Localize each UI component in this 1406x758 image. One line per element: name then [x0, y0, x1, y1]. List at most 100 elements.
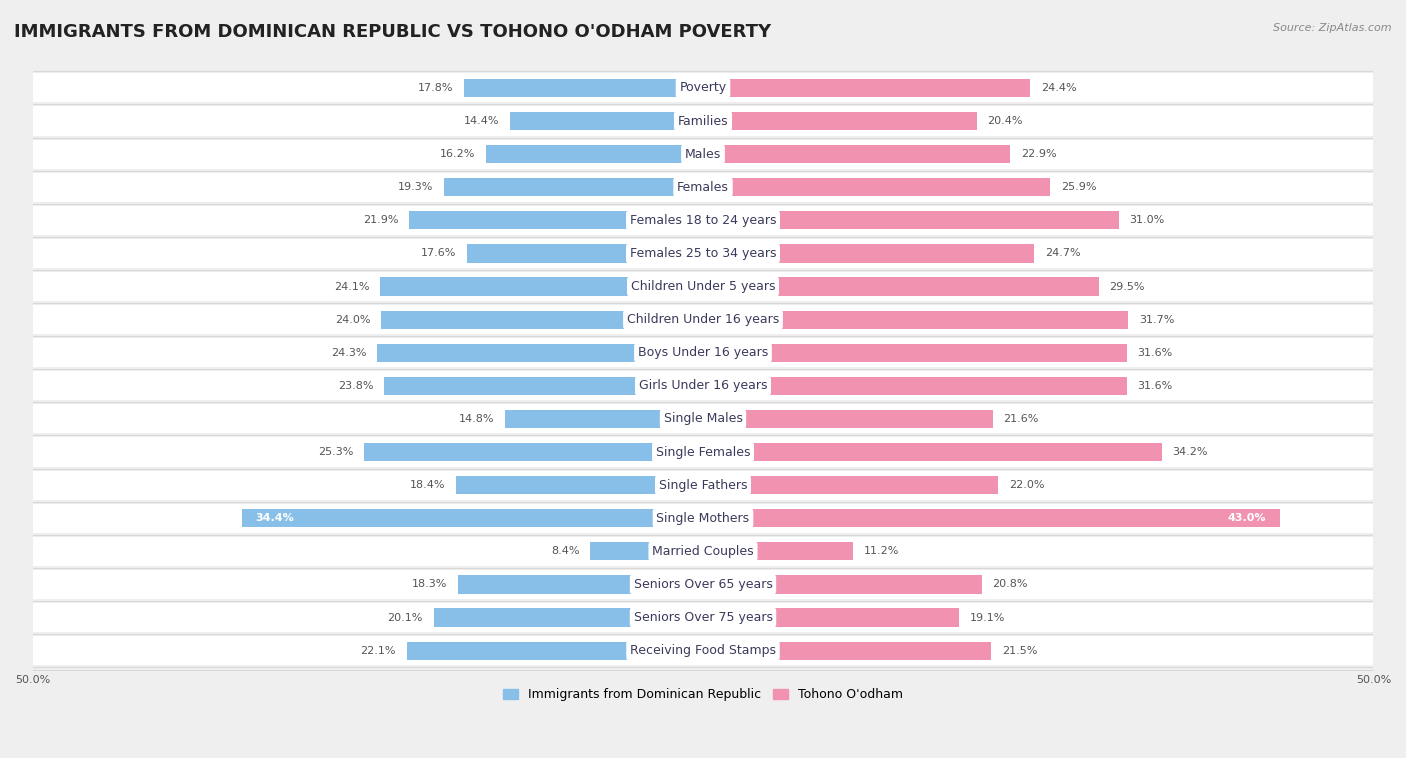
Bar — [32, 173, 1374, 202]
Text: 14.4%: 14.4% — [464, 116, 499, 126]
Text: Single Males: Single Males — [664, 412, 742, 425]
Bar — [32, 371, 1374, 400]
Text: 34.4%: 34.4% — [256, 513, 294, 523]
Text: Children Under 5 years: Children Under 5 years — [631, 280, 775, 293]
Bar — [457, 575, 703, 594]
Text: 20.4%: 20.4% — [987, 116, 1022, 126]
Text: 21.6%: 21.6% — [1004, 414, 1039, 424]
Text: Males: Males — [685, 148, 721, 161]
Bar — [32, 603, 1374, 632]
Text: 22.1%: 22.1% — [360, 646, 396, 656]
Text: 31.6%: 31.6% — [1137, 381, 1173, 391]
Bar — [703, 542, 853, 560]
Text: 18.4%: 18.4% — [411, 480, 446, 490]
Text: IMMIGRANTS FROM DOMINICAN REPUBLIC VS TOHONO O'ODHAM POVERTY: IMMIGRANTS FROM DOMINICAN REPUBLIC VS TO… — [14, 23, 770, 41]
Text: 24.3%: 24.3% — [330, 348, 367, 358]
Text: 16.2%: 16.2% — [440, 149, 475, 159]
Text: 24.7%: 24.7% — [1045, 249, 1081, 258]
Bar — [486, 145, 703, 163]
Bar — [32, 338, 1374, 368]
Bar — [703, 476, 998, 494]
Text: 24.1%: 24.1% — [333, 281, 370, 292]
Text: Seniors Over 65 years: Seniors Over 65 years — [634, 578, 772, 591]
Bar — [703, 443, 1161, 461]
Bar — [32, 404, 1374, 434]
Text: Females 18 to 24 years: Females 18 to 24 years — [630, 214, 776, 227]
Text: Girls Under 16 years: Girls Under 16 years — [638, 379, 768, 393]
Text: 29.5%: 29.5% — [1109, 281, 1144, 292]
Text: Families: Families — [678, 114, 728, 127]
Bar — [703, 609, 959, 627]
Bar — [32, 570, 1374, 599]
Bar — [409, 211, 703, 230]
Bar — [703, 79, 1031, 97]
Bar — [703, 575, 981, 594]
Bar — [242, 509, 703, 528]
Bar — [32, 139, 1374, 169]
Text: 19.3%: 19.3% — [398, 182, 433, 193]
Bar — [364, 443, 703, 461]
Bar — [406, 641, 703, 659]
Text: Poverty: Poverty — [679, 81, 727, 95]
Text: Source: ZipAtlas.com: Source: ZipAtlas.com — [1274, 23, 1392, 33]
Bar — [380, 277, 703, 296]
Bar — [377, 343, 703, 362]
Text: 24.0%: 24.0% — [335, 315, 371, 324]
Bar — [703, 641, 991, 659]
Text: Single Mothers: Single Mothers — [657, 512, 749, 525]
Text: 31.0%: 31.0% — [1129, 215, 1164, 225]
Bar — [703, 509, 1279, 528]
Text: 24.4%: 24.4% — [1040, 83, 1077, 93]
Bar — [703, 311, 1128, 329]
Bar — [381, 311, 703, 329]
Text: Females: Females — [678, 180, 728, 194]
Text: 21.9%: 21.9% — [363, 215, 399, 225]
Bar — [32, 503, 1374, 533]
Bar — [32, 239, 1374, 268]
Bar — [703, 277, 1098, 296]
Text: 23.8%: 23.8% — [337, 381, 373, 391]
Text: 20.8%: 20.8% — [993, 579, 1028, 590]
Bar — [32, 437, 1374, 467]
Text: 25.3%: 25.3% — [318, 447, 353, 457]
Bar — [703, 145, 1010, 163]
Text: 22.9%: 22.9% — [1021, 149, 1056, 159]
Text: 20.1%: 20.1% — [388, 612, 423, 622]
Bar — [591, 542, 703, 560]
Text: 21.5%: 21.5% — [1002, 646, 1038, 656]
Bar — [464, 79, 703, 97]
Text: Boys Under 16 years: Boys Under 16 years — [638, 346, 768, 359]
Text: 19.1%: 19.1% — [970, 612, 1005, 622]
Bar — [703, 112, 977, 130]
Bar — [433, 609, 703, 627]
Bar — [510, 112, 703, 130]
Text: 14.8%: 14.8% — [458, 414, 494, 424]
Text: Receiving Food Stamps: Receiving Food Stamps — [630, 644, 776, 657]
Bar — [32, 636, 1374, 666]
Bar — [32, 305, 1374, 334]
Bar — [32, 205, 1374, 235]
Bar — [703, 377, 1126, 395]
Text: 31.6%: 31.6% — [1137, 348, 1173, 358]
Bar — [32, 471, 1374, 500]
Bar — [467, 244, 703, 262]
Bar — [444, 178, 703, 196]
Legend: Immigrants from Dominican Republic, Tohono O'odham: Immigrants from Dominican Republic, Toho… — [498, 684, 908, 706]
Text: Seniors Over 75 years: Seniors Over 75 years — [634, 611, 772, 624]
Text: 11.2%: 11.2% — [863, 547, 900, 556]
Bar — [32, 537, 1374, 566]
Text: Single Fathers: Single Fathers — [659, 478, 747, 492]
Text: Children Under 16 years: Children Under 16 years — [627, 313, 779, 326]
Text: 22.0%: 22.0% — [1008, 480, 1045, 490]
Text: Married Couples: Married Couples — [652, 545, 754, 558]
Text: 34.2%: 34.2% — [1173, 447, 1208, 457]
Bar — [703, 178, 1050, 196]
Text: Single Females: Single Females — [655, 446, 751, 459]
Bar — [32, 74, 1374, 102]
Text: 31.7%: 31.7% — [1139, 315, 1174, 324]
Bar — [703, 410, 993, 428]
Bar — [384, 377, 703, 395]
Text: Females 25 to 34 years: Females 25 to 34 years — [630, 247, 776, 260]
Bar — [457, 476, 703, 494]
Bar — [703, 244, 1035, 262]
